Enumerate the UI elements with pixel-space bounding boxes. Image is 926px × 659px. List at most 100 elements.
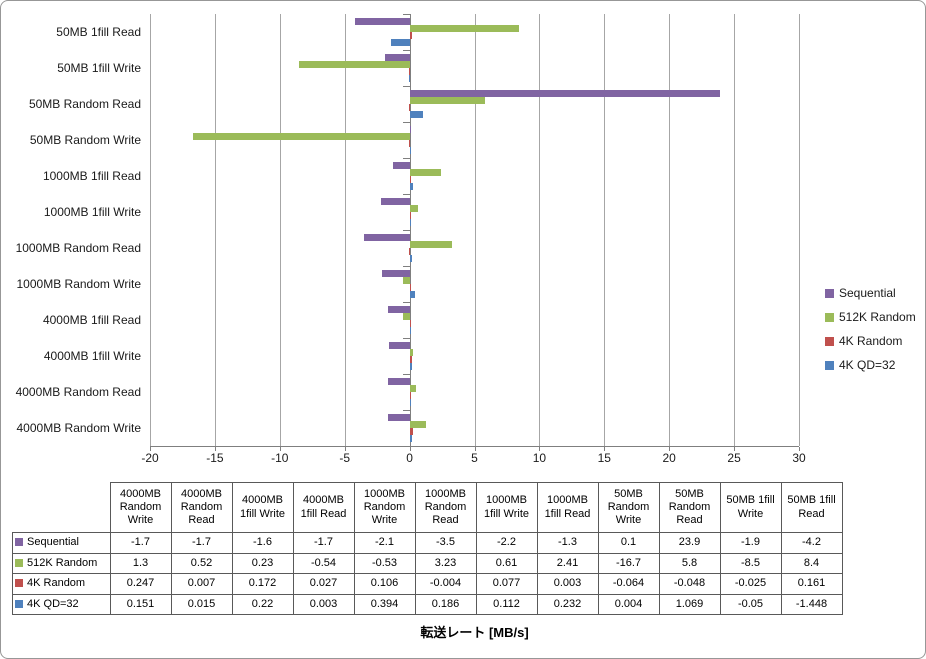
category-axis-tick — [402, 446, 410, 447]
category-label: 1000MB Random Read — [15, 241, 141, 255]
category-label: 1000MB 1fill Read — [42, 169, 141, 183]
table-cell: 8.4 — [780, 552, 843, 574]
table-cell: 3.23 — [414, 552, 477, 574]
column-header: 4000MB Random Read — [170, 482, 233, 533]
x-axis-tick — [344, 447, 346, 451]
category-axis-tick — [402, 230, 410, 231]
bar-512k-random — [192, 133, 410, 140]
category-label: 4000MB 1fill Write — [43, 349, 141, 363]
legend-label: 512K Random — [839, 310, 916, 324]
bar-4k-qd-32 — [409, 147, 411, 154]
category-axis-tick — [402, 374, 410, 375]
bar-sequential — [384, 54, 410, 61]
x-tick-label: 5 — [471, 451, 478, 465]
x-axis-tick — [474, 447, 476, 451]
table-cell: -4.2 — [780, 532, 843, 554]
bar-4k-random — [409, 392, 411, 399]
table-cell: 0.112 — [475, 593, 538, 615]
legend-item: 4K QD=32 — [825, 358, 916, 372]
table-cell: 0.52 — [170, 552, 233, 574]
table-cell: -0.048 — [658, 573, 721, 595]
bar-4k-random — [409, 356, 412, 363]
bar-512k-random — [409, 385, 417, 392]
legend-label: 4K Random — [839, 334, 903, 348]
bar-512k-random — [402, 277, 410, 284]
plot-area — [150, 14, 800, 451]
table-cell: 0.394 — [353, 593, 416, 615]
bar-sequential — [387, 414, 410, 421]
bar-4k-qd-32 — [409, 291, 415, 298]
table-cell: -2.2 — [475, 532, 538, 554]
legend-swatch-icon — [825, 288, 834, 298]
bar-sequential — [387, 378, 410, 385]
category-label: 50MB 1fill Write — [57, 61, 141, 75]
row-label: 4K QD=32 — [12, 593, 111, 615]
table-cell: 0.007 — [170, 573, 233, 595]
table-cell: 0.004 — [597, 593, 660, 615]
table-cell: -0.004 — [414, 573, 477, 595]
bar-4k-qd-32 — [409, 363, 413, 370]
table-cell: 0.106 — [353, 573, 416, 595]
bar-4k-qd-32 — [409, 219, 412, 226]
bar-512k-random — [409, 421, 427, 428]
legend-item: 4K Random — [825, 334, 916, 348]
bar-4k-random — [409, 32, 412, 39]
bar-sequential — [409, 126, 411, 133]
x-tick-label: -15 — [206, 451, 224, 465]
table-cell: -0.05 — [719, 593, 782, 615]
bar-4k-random — [408, 140, 410, 147]
bar-4k-qd-32 — [409, 111, 424, 118]
bar-4k-random — [409, 176, 411, 183]
table-cell: 5.8 — [658, 552, 721, 574]
row-label-text: 4K Random — [27, 577, 86, 590]
legend-item: 512K Random — [825, 310, 916, 324]
bar-4k-qd-32 — [409, 435, 412, 442]
table-cell: 1.3 — [109, 552, 172, 574]
category-label: 1000MB Random Write — [16, 277, 142, 291]
x-axis-tick — [799, 447, 800, 451]
category-axis-tick — [402, 302, 410, 303]
table-cell: -0.064 — [597, 573, 660, 595]
x-tick-label: 30 — [792, 451, 806, 465]
legend-swatch-icon — [825, 360, 834, 370]
row-label: 4K Random — [12, 573, 111, 595]
row-label: 512K Random — [12, 552, 111, 574]
category-axis-tick — [402, 194, 410, 195]
bar-sequential — [392, 162, 410, 169]
bar-4k-random — [408, 68, 410, 75]
table-cell: -3.5 — [414, 532, 477, 554]
column-header: 1000MB 1fill Read — [536, 482, 599, 533]
x-axis-tick — [604, 447, 606, 451]
legend-label: 4K QD=32 — [839, 358, 896, 372]
gridline — [539, 14, 541, 446]
table-cell: 0.077 — [475, 573, 538, 595]
bar-sequential — [381, 198, 410, 205]
column-header: 4000MB 1fill Read — [292, 482, 355, 533]
category-axis-line — [409, 14, 411, 446]
table-cell: 0.003 — [536, 573, 599, 595]
table-cell: -1.448 — [780, 593, 843, 615]
table-corner-cell — [12, 482, 111, 533]
category-label: 50MB 1fill Read — [56, 25, 141, 39]
bar-4k-qd-32 — [409, 255, 412, 262]
table-cell: 0.23 — [231, 552, 294, 574]
row-label-text: Sequential — [27, 536, 79, 549]
bar-512k-random — [409, 169, 441, 176]
x-axis-title: 転送レート [MB/s] — [420, 625, 529, 640]
x-tick-label: -10 — [271, 451, 289, 465]
bar-sequential — [355, 18, 410, 25]
bar-512k-random — [409, 349, 413, 356]
gridline — [734, 14, 736, 446]
table-cell: -0.54 — [292, 552, 355, 574]
table-cell: -1.7 — [109, 532, 172, 554]
table-cell: -2.1 — [353, 532, 416, 554]
legend-swatch-icon — [825, 312, 834, 322]
table-cell: 0.015 — [170, 593, 233, 615]
x-tick-label: 20 — [662, 451, 676, 465]
bar-4k-random — [408, 248, 410, 255]
x-tick-label: 10 — [532, 451, 547, 465]
column-header: 4000MB Random Write — [109, 482, 172, 533]
bar-4k-random — [409, 428, 413, 435]
column-header: 50MB 1fill Write — [719, 482, 782, 533]
